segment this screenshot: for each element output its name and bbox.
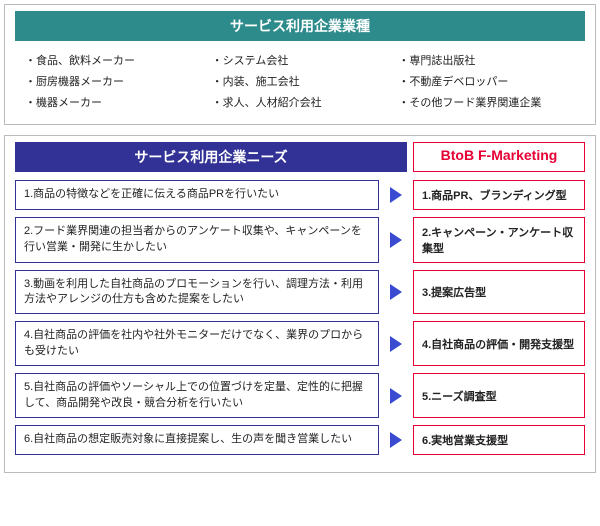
industry-item: ・内装、施工会社 xyxy=(212,72,389,93)
industry-item: ・求人、人材紹介会社 xyxy=(212,93,389,114)
industry-item: ・食品、飲料メーカー xyxy=(25,51,202,72)
mapping-panel: サービス利用企業ニーズ BtoB F-Marketing 1.商品の特徴などを正… xyxy=(4,135,596,473)
industry-item: ・機器メーカー xyxy=(25,93,202,114)
industry-item: ・システム会社 xyxy=(212,51,389,72)
industries-col-2: ・システム会社 ・内装、施工会社 ・求人、人材紹介会社 xyxy=(212,51,389,114)
arrow-right-icon xyxy=(390,232,402,248)
arrow-right-icon xyxy=(390,432,402,448)
mapping-row: 4.自社商品の評価を社内や社外モニターだけでなく、業界のプロからも受けたい 4.… xyxy=(15,321,585,366)
needs-header: サービス利用企業ニーズ xyxy=(15,142,407,172)
arrow-cell xyxy=(379,180,413,210)
mapping-row: 5.自社商品の評価やソーシャル上での位置づけを定量、定性的に把握して、商品開発や… xyxy=(15,373,585,418)
marketing-box: 1.商品PR、ブランディング型 xyxy=(413,180,585,210)
need-box: 6.自社商品の想定販売対象に直接提案し、生の声を聞き営業したい xyxy=(15,425,379,455)
industries-columns: ・食品、飲料メーカー ・厨房機器メーカー ・機器メーカー ・システム会社 ・内装… xyxy=(15,51,585,114)
arrow-right-icon xyxy=(390,187,402,203)
need-box: 2.フード業界関連の担当者からのアンケート収集や、キャンペーンを行い営業・開発に… xyxy=(15,217,379,263)
arrow-cell xyxy=(379,425,413,455)
industry-item: ・不動産デベロッパー xyxy=(398,72,575,93)
industries-title: サービス利用企業業種 xyxy=(15,11,585,41)
arrow-right-icon xyxy=(390,284,402,300)
arrow-cell xyxy=(379,270,413,315)
arrow-cell xyxy=(379,217,413,263)
mapping-row: 3.動画を利用した自社商品のプロモーションを行い、調理方法・利用方法やアレンジの… xyxy=(15,270,585,315)
arrow-cell xyxy=(379,373,413,418)
industry-item: ・その他フード業界関連企業 xyxy=(398,93,575,114)
need-box: 4.自社商品の評価を社内や社外モニターだけでなく、業界のプロからも受けたい xyxy=(15,321,379,366)
need-box: 5.自社商品の評価やソーシャル上での位置づけを定量、定性的に把握して、商品開発や… xyxy=(15,373,379,418)
industry-item: ・専門誌出版社 xyxy=(398,51,575,72)
industry-item: ・厨房機器メーカー xyxy=(25,72,202,93)
need-box: 3.動画を利用した自社商品のプロモーションを行い、調理方法・利用方法やアレンジの… xyxy=(15,270,379,315)
arrow-right-icon xyxy=(390,388,402,404)
industries-panel: サービス利用企業業種 ・食品、飲料メーカー ・厨房機器メーカー ・機器メーカー … xyxy=(4,4,596,125)
industries-col-3: ・専門誌出版社 ・不動産デベロッパー ・その他フード業界関連企業 xyxy=(398,51,575,114)
mapping-headers: サービス利用企業ニーズ BtoB F-Marketing xyxy=(15,142,585,172)
marketing-box: 2.キャンペーン・アンケート収集型 xyxy=(413,217,585,263)
marketing-box: 3.提案広告型 xyxy=(413,270,585,315)
marketing-box: 6.実地営業支援型 xyxy=(413,425,585,455)
marketing-box: 4.自社商品の評価・開発支援型 xyxy=(413,321,585,366)
need-box: 1.商品の特徴などを正確に伝える商品PRを行いたい xyxy=(15,180,379,210)
marketing-box: 5.ニーズ調査型 xyxy=(413,373,585,418)
marketing-header: BtoB F-Marketing xyxy=(413,142,585,172)
industries-col-1: ・食品、飲料メーカー ・厨房機器メーカー ・機器メーカー xyxy=(25,51,202,114)
mapping-row: 6.自社商品の想定販売対象に直接提案し、生の声を聞き営業したい 6.実地営業支援… xyxy=(15,425,585,455)
mapping-row: 1.商品の特徴などを正確に伝える商品PRを行いたい 1.商品PR、ブランディング… xyxy=(15,180,585,210)
arrow-cell xyxy=(379,321,413,366)
arrow-right-icon xyxy=(390,336,402,352)
mapping-row: 2.フード業界関連の担当者からのアンケート収集や、キャンペーンを行い営業・開発に… xyxy=(15,217,585,263)
